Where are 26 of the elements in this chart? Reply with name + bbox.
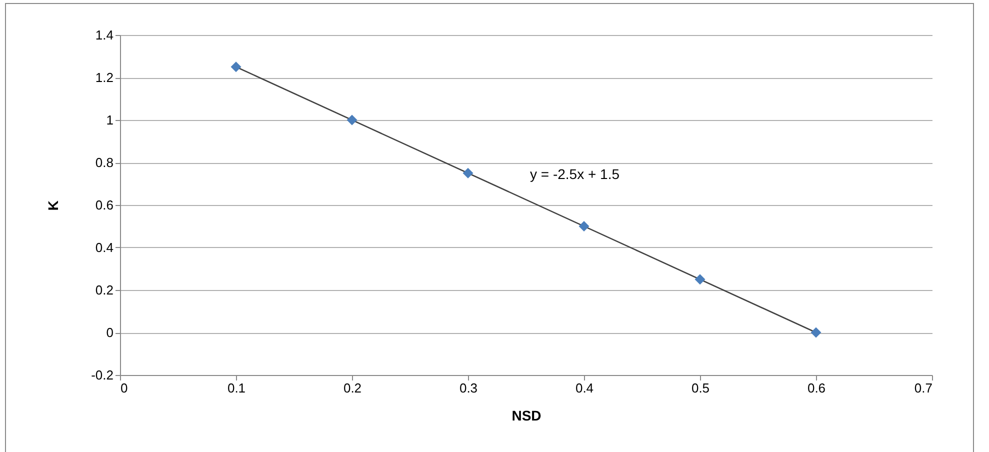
y-axis-title: K <box>45 200 62 211</box>
x-tick-label: 0.6 <box>807 380 826 396</box>
x-axis-title: NSD <box>512 408 542 424</box>
y-tick-label: 0.4 <box>95 240 114 255</box>
point <box>810 327 822 338</box>
y-tick-label: 0 <box>106 325 114 340</box>
x-tick-label: 0.3 <box>459 380 478 396</box>
x-tick-label: 0 <box>120 380 128 396</box>
x-tick-label: 0.7 <box>914 380 932 396</box>
y-tick-label: 0.2 <box>95 282 114 298</box>
y-tick-label: 1.4 <box>95 28 114 42</box>
y-tick-label: 0.8 <box>95 155 114 170</box>
y-tick-label: 1 <box>106 112 114 128</box>
x-tick-label: 0.1 <box>227 380 246 396</box>
y-tick-label: -0.2 <box>91 368 114 382</box>
annotation: y = -2.5x + 1.5 <box>530 166 620 182</box>
x-tick-label: 0.4 <box>575 380 594 396</box>
point <box>346 114 358 126</box>
x-tick-label: 0.2 <box>343 380 362 396</box>
point <box>694 274 706 285</box>
point <box>230 62 242 72</box>
x-tick-label: 0.5 <box>691 380 710 396</box>
y-tick-label: 1.2 <box>95 70 114 85</box>
point <box>462 168 474 178</box>
point <box>578 221 590 232</box>
y-tick-label: 0.6 <box>95 198 114 212</box>
